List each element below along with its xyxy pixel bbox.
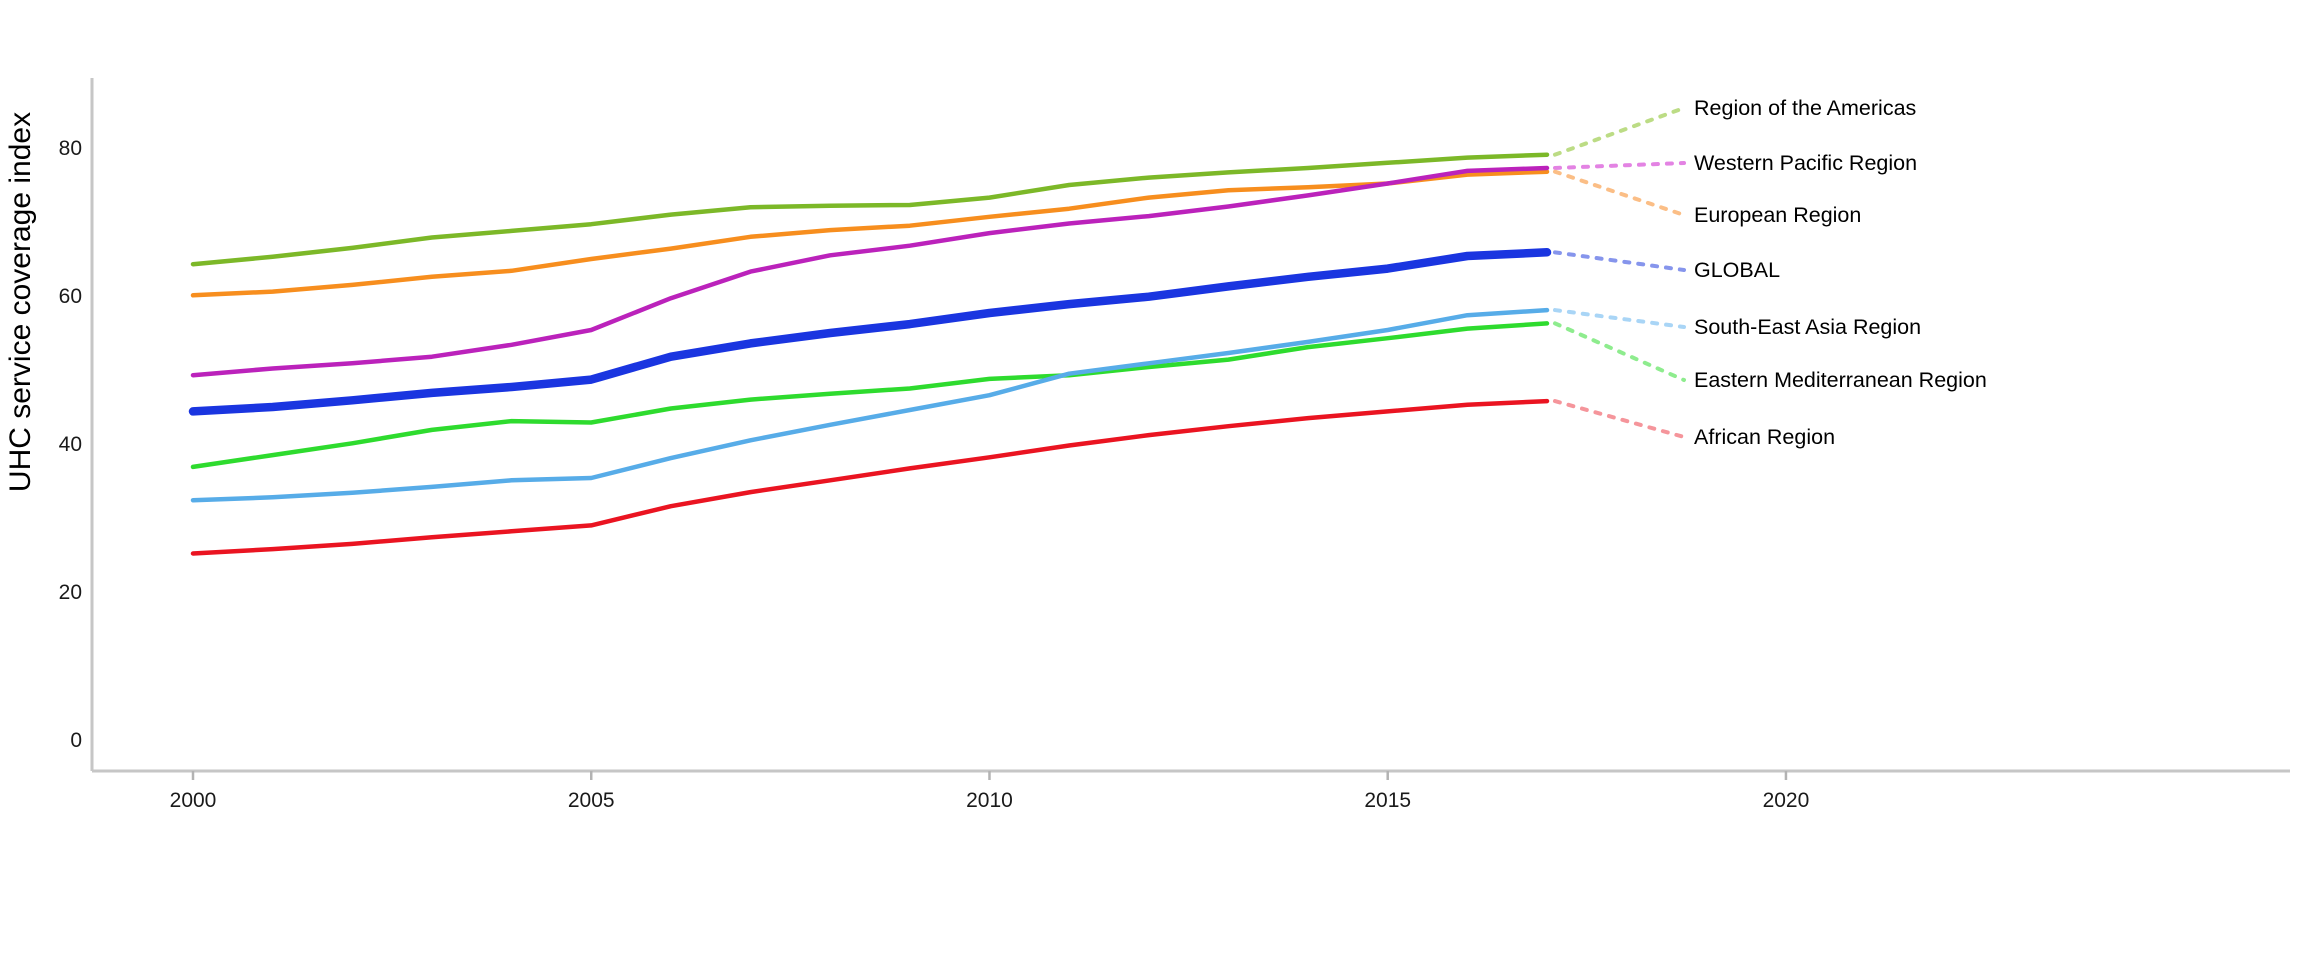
series-label: Region of the Americas xyxy=(1694,96,1916,120)
series-labels: Region of the Americas Western Pacific Re… xyxy=(1694,96,1987,449)
y-tick-label: 0 xyxy=(70,729,82,752)
series-line xyxy=(190,321,1550,470)
series-label: African Region xyxy=(1694,425,1835,449)
series-line xyxy=(190,165,1550,378)
series-label: Western Pacific Region xyxy=(1694,151,1917,175)
x-tick-label: 2015 xyxy=(1364,789,1411,812)
x-tick-label: 2010 xyxy=(966,789,1013,812)
series-lines xyxy=(188,152,1552,556)
series-line xyxy=(190,398,1550,556)
leader-line xyxy=(1552,169,1686,217)
y-tick-label: 20 xyxy=(59,581,82,604)
y-tick-label: 80 xyxy=(59,137,82,160)
leader-line xyxy=(1552,250,1686,272)
x-tick-label: 2000 xyxy=(170,789,217,812)
x-tick-label: 2020 xyxy=(1763,789,1810,812)
x-tick-label: 2005 xyxy=(568,789,615,812)
leader-line xyxy=(1552,321,1686,382)
series-line xyxy=(190,169,1550,298)
y-tick-label: 60 xyxy=(59,285,82,308)
leader-line xyxy=(1552,106,1686,157)
leader-line xyxy=(1552,399,1686,439)
series-label: GLOBAL xyxy=(1694,258,1780,282)
series-label: European Region xyxy=(1694,203,1861,227)
axes: 2000 2005 2010 2015 2020 0 20 40 60 80 xyxy=(59,78,2290,812)
series-label: Eastern Mediterranean Region xyxy=(1694,368,1987,392)
y-axis-title: UHC service coverage index xyxy=(4,112,37,492)
series-line xyxy=(188,248,1552,416)
series-line xyxy=(190,307,1550,503)
series-line xyxy=(190,152,1550,267)
y-tick-label: 40 xyxy=(59,433,82,456)
series-label: South-East Asia Region xyxy=(1694,315,1921,339)
leader-lines xyxy=(1552,106,1686,439)
leader-line xyxy=(1552,308,1686,329)
leader-line xyxy=(1552,161,1686,170)
